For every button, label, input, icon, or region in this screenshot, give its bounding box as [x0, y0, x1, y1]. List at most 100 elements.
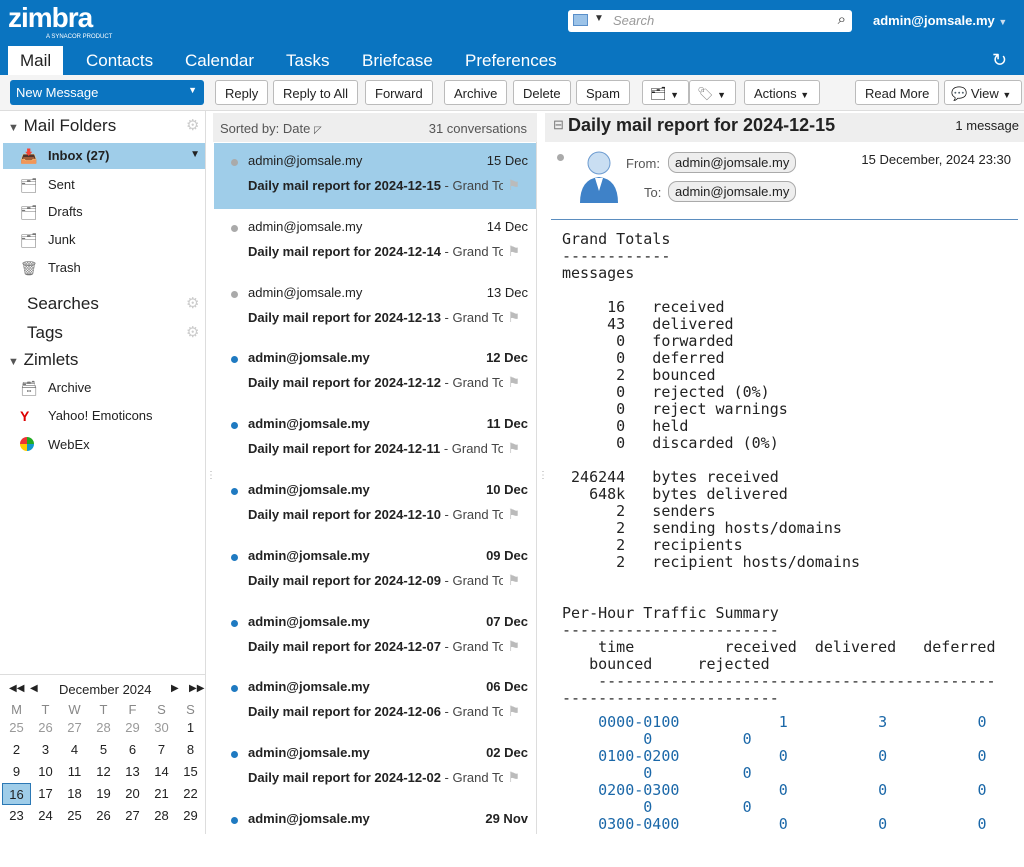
tab-calendar[interactable]: Calendar: [185, 51, 254, 70]
unread-dot[interactable]: [231, 553, 238, 561]
mail-folders-header[interactable]: ▼ Mail Folders: [8, 116, 116, 136]
tab-mail[interactable]: Mail: [8, 46, 64, 75]
calendar-day[interactable]: 19: [96, 786, 111, 801]
zimlet-yahoo-emoticons[interactable]: Y Yahoo! Emoticons: [20, 408, 153, 434]
folder-drafts[interactable]: 🗂 Drafts: [20, 204, 83, 230]
unread-dot[interactable]: [231, 685, 238, 693]
flag-icon[interactable]: ⚑: [507, 242, 520, 259]
read-dot[interactable]: [231, 290, 238, 298]
message-list-item[interactable]: admin@jomsale.my 13 Dec Daily mail repor…: [214, 275, 536, 341]
chevron-down-icon[interactable]: ▼: [594, 13, 604, 24]
folder-sent[interactable]: 🗂 Sent: [20, 177, 75, 203]
calendar-day[interactable]: 12: [96, 764, 111, 779]
calendar-day[interactable]: 9: [12, 764, 21, 779]
message-list-item[interactable]: admin@jomsale.my 12 Dec Daily mail repor…: [214, 340, 536, 406]
searches-header[interactable]: Searches: [27, 294, 99, 313]
calendar-day[interactable]: 18: [67, 786, 82, 801]
mail-icon[interactable]: [573, 14, 588, 26]
message-list-item[interactable]: admin@jomsale.my 14 Dec Daily mail repor…: [214, 209, 536, 275]
folder-trash[interactable]: 🗑 Trash: [20, 260, 81, 286]
sort-button[interactable]: Sorted by: Date ◸: [220, 121, 322, 136]
calendar-day[interactable]: 6: [128, 742, 137, 757]
collapse-icon[interactable]: ⊟: [553, 117, 564, 132]
message-list-item[interactable]: admin@jomsale.my 11 Dec Daily mail repor…: [214, 406, 536, 472]
calendar-day[interactable]: 23: [9, 808, 24, 823]
chevron-down-icon[interactable]: ▼: [190, 149, 200, 160]
gear-icon[interactable]: ⚙: [186, 295, 200, 312]
tab-preferences[interactable]: Preferences: [465, 51, 557, 70]
splitter-handle[interactable]: ⋮: [206, 470, 216, 481]
calendar-day[interactable]: 29: [125, 720, 140, 735]
message-list-item[interactable]: admin@jomsale.my 29 Nov: [214, 801, 536, 867]
flag-icon[interactable]: ⚑: [507, 571, 520, 588]
next-year-icon[interactable]: ▶▶: [189, 683, 205, 694]
next-month-icon[interactable]: ▶: [171, 683, 179, 694]
flag-icon[interactable]: ⚑: [507, 703, 520, 720]
calendar-day[interactable]: 25: [9, 720, 24, 735]
refresh-icon[interactable]: ↻: [992, 50, 1008, 70]
calendar-day[interactable]: 1: [186, 720, 195, 735]
calendar-day[interactable]: 21: [154, 786, 169, 801]
spam-button[interactable]: Spam: [576, 80, 630, 105]
calendar-day[interactable]: 2: [12, 742, 21, 757]
zimbra-logo[interactable]: zimbra A SYNACOR PRODUCT: [8, 3, 112, 41]
tab-tasks[interactable]: Tasks: [286, 51, 330, 70]
collapse-icon[interactable]: ▼: [8, 356, 19, 368]
chevron-down-icon[interactable]: ▼: [188, 85, 197, 95]
calendar-day[interactable]: 28: [154, 808, 169, 823]
calendar-day[interactable]: 20: [125, 786, 140, 801]
tab-contacts[interactable]: Contacts: [86, 51, 154, 70]
prev-month-icon[interactable]: ◀: [30, 683, 38, 694]
prev-year-icon[interactable]: ◀◀: [9, 683, 25, 694]
message-list-item[interactable]: admin@jomsale.my 02 Dec Daily mail repor…: [214, 735, 536, 801]
tags-header[interactable]: Tags: [27, 323, 63, 342]
read-more-button[interactable]: Read More: [855, 80, 940, 105]
calendar-day[interactable]: 22: [183, 786, 198, 801]
calendar-day[interactable]: 27: [67, 720, 82, 735]
message-list-item[interactable]: admin@jomsale.my 09 Dec Daily mail repor…: [214, 538, 536, 604]
folder-inbox[interactable]: 📥 Inbox (27) ▼: [20, 148, 200, 174]
unread-dot[interactable]: [231, 422, 238, 430]
calendar-day[interactable]: 28: [96, 720, 111, 735]
move-button[interactable]: 🗂 ▼: [642, 80, 690, 105]
reply-button[interactable]: Reply: [215, 80, 269, 105]
forward-button[interactable]: Forward: [365, 80, 433, 105]
to-address[interactable]: admin@jomsale.my: [668, 181, 797, 202]
reply-all-button[interactable]: Reply to All: [273, 80, 359, 105]
tag-button[interactable]: 🏷 ▼: [689, 80, 737, 105]
unread-dot[interactable]: [231, 356, 238, 364]
flag-icon[interactable]: ⚑: [507, 308, 520, 325]
zimlets-header[interactable]: ▼ Zimlets: [8, 350, 78, 370]
message-list-item[interactable]: admin@jomsale.my 07 Dec Daily mail repor…: [214, 604, 536, 670]
view-button[interactable]: 💬 View ▼: [944, 80, 1022, 105]
zimlet-archive[interactable]: 🗃 Archive: [20, 380, 91, 406]
calendar-day[interactable]: 29: [183, 808, 198, 823]
unread-dot[interactable]: [231, 488, 238, 495]
calendar-day[interactable]: 13: [125, 764, 140, 779]
collapse-icon[interactable]: ▼: [8, 122, 19, 134]
flag-icon[interactable]: ⚑: [507, 177, 520, 193]
calendar-day[interactable]: 16: [2, 783, 31, 805]
delete-button[interactable]: Delete: [513, 80, 571, 105]
message-list-item[interactable]: admin@jomsale.my 06 Dec Daily mail repor…: [214, 669, 536, 735]
calendar-day[interactable]: 11: [67, 764, 82, 779]
flag-icon[interactable]: ⚑: [507, 374, 520, 391]
read-status-dot[interactable]: [557, 154, 564, 161]
splitter-handle[interactable]: ⋮: [538, 470, 548, 481]
calendar-day[interactable]: 27: [125, 808, 140, 823]
flag-icon[interactable]: ⚑: [507, 506, 520, 522]
calendar-day[interactable]: 4: [70, 742, 79, 757]
calendar-day[interactable]: 26: [38, 720, 53, 735]
archive-button[interactable]: Archive: [444, 80, 508, 105]
read-dot[interactable]: [231, 224, 238, 232]
calendar-day[interactable]: 8: [186, 742, 195, 757]
folder-junk[interactable]: 🗂 Junk: [20, 232, 75, 258]
search-icon[interactable]: ⌕: [837, 11, 846, 28]
read-dot[interactable]: [231, 159, 238, 166]
unread-dot[interactable]: [231, 619, 238, 627]
from-address[interactable]: admin@jomsale.my: [668, 152, 797, 173]
calendar-day[interactable]: 10: [38, 764, 53, 779]
zimlet-webex[interactable]: WebEx: [20, 437, 90, 463]
calendar-day[interactable]: 5: [99, 742, 108, 757]
calendar-day[interactable]: 7: [157, 742, 166, 757]
